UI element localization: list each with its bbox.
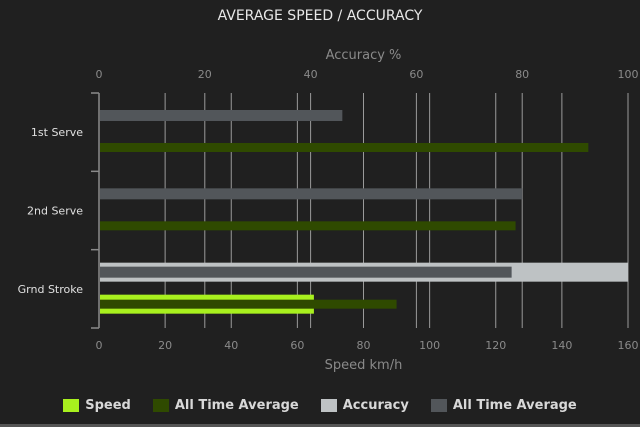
x-bottom-tick-label: 100	[419, 339, 440, 352]
legend-label: Accuracy	[342, 398, 409, 413]
x-top-tick-label: 0	[96, 68, 103, 81]
legend-swatch	[430, 399, 447, 412]
bar-speed-average	[100, 299, 397, 309]
legend-swatch	[152, 399, 169, 412]
x-bottom-axis-label: Speed km/h	[325, 358, 403, 373]
x-bottom-tick-label: 0	[96, 339, 103, 352]
x-top-tick-label: 40	[304, 68, 318, 81]
legend-swatch	[63, 399, 80, 412]
legend-label: Speed	[85, 398, 131, 413]
x-bottom-tick-label: 140	[551, 339, 572, 352]
legend-item: Accuracy	[320, 398, 409, 413]
x-top-tick-label: 100	[618, 68, 639, 81]
legend-swatch	[320, 399, 337, 412]
y-tick-label: 2nd Serve	[27, 205, 83, 218]
x-top-tick-label: 20	[198, 68, 212, 81]
x-bottom-tick-label: 80	[357, 339, 371, 352]
y-tick-label: Grnd Stroke	[18, 283, 84, 296]
legend-label: All Time Average	[174, 398, 299, 413]
bar-accuracy-average	[100, 266, 512, 278]
y-tick-label: 1st Serve	[31, 126, 83, 139]
x-bottom-tick-label: 20	[158, 339, 172, 352]
chart-title: AVERAGE SPEED / ACCURACY	[217, 8, 423, 24]
legend-item: Speed	[63, 398, 131, 413]
x-bottom-tick-label: 120	[485, 339, 506, 352]
bar-accuracy-average	[100, 110, 343, 121]
bar-accuracy-average	[100, 188, 523, 200]
bottom-bar	[0, 424, 640, 427]
x-bottom-tick-label: 40	[224, 339, 238, 352]
legend-label: All Time Average	[452, 398, 577, 413]
x-top-tick-label: 60	[409, 68, 423, 81]
bar-speed-average	[100, 221, 516, 231]
legend-item: All Time Average	[430, 398, 577, 413]
x-top-axis-label: Accuracy %	[326, 48, 402, 63]
x-bottom-tick-label: 60	[290, 339, 304, 352]
bar-speed-average	[100, 143, 589, 152]
legend: Speed All Time Average Accuracy All Time Av…	[0, 398, 640, 413]
x-top-tick-label: 80	[515, 68, 529, 81]
legend-item: All Time Average	[152, 398, 299, 413]
x-bottom-tick-label: 160	[618, 339, 639, 352]
